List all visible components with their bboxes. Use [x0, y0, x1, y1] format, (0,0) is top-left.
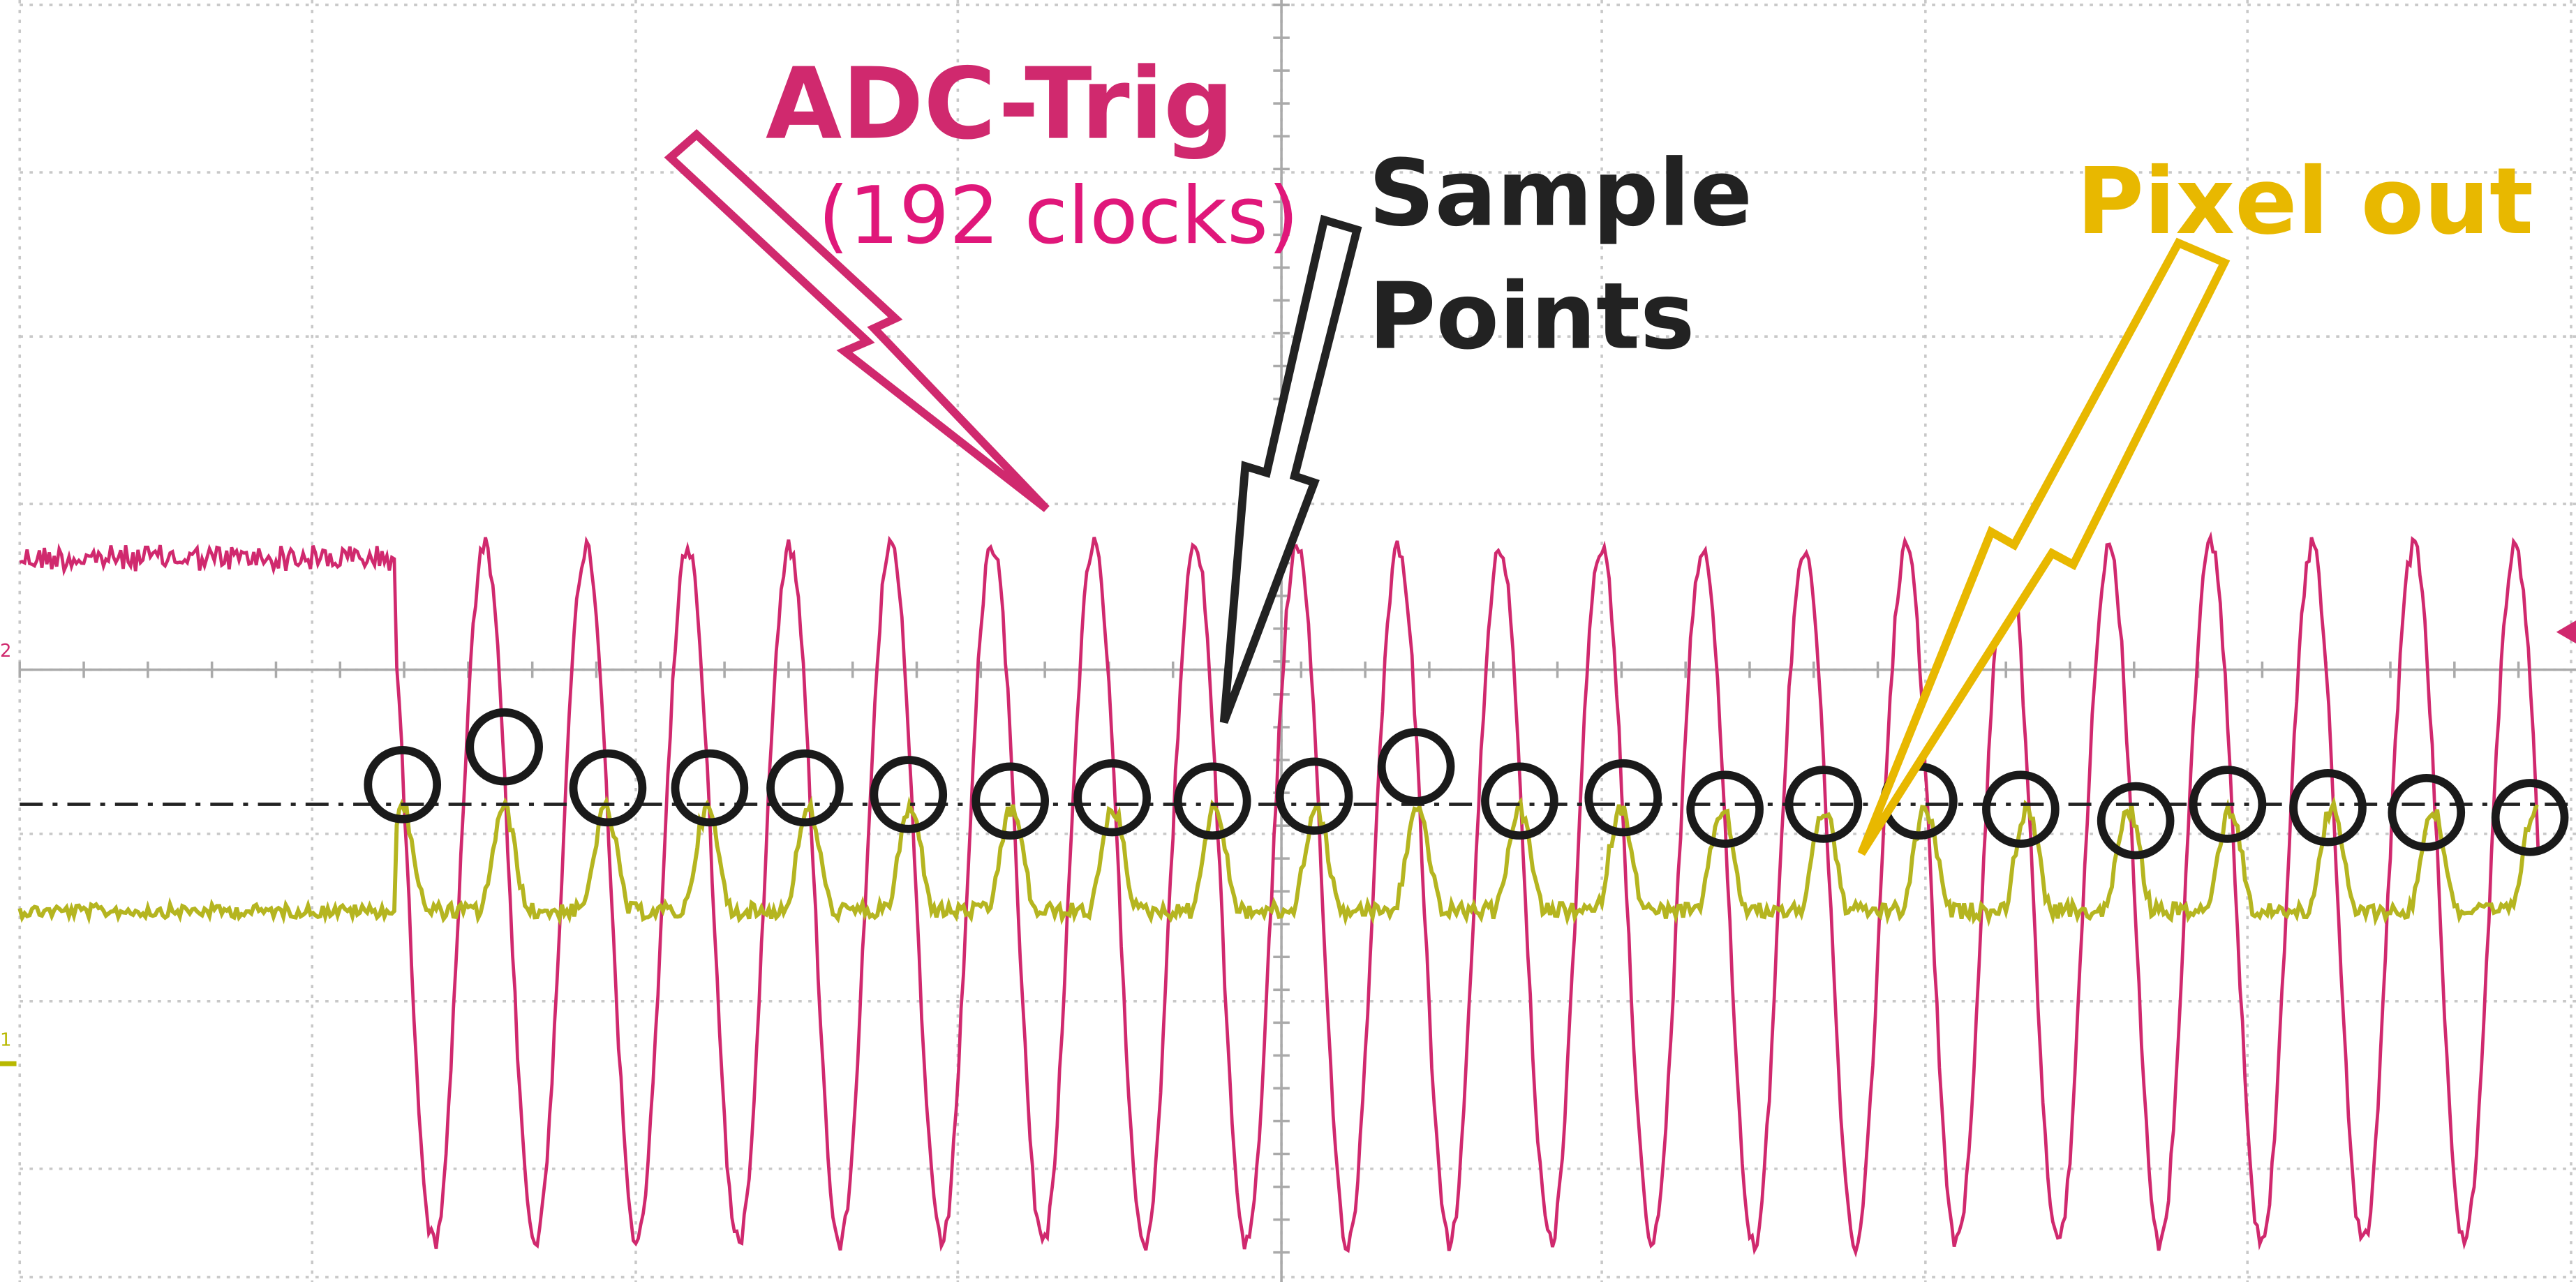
sample-circle	[1073, 759, 1151, 837]
sample-circle	[364, 746, 442, 823]
sample-circle	[971, 762, 1049, 840]
pixel-out-arrow	[1857, 237, 2231, 856]
sample-circle	[569, 749, 647, 827]
sample-label: Sample	[1369, 140, 1752, 247]
channel-1-marker: 1	[0, 1029, 11, 1050]
adc-trig-arrow	[664, 128, 1050, 512]
sample-circle	[2097, 782, 2175, 860]
sample-circle	[766, 749, 844, 827]
clocks-label: (192 clocks)	[818, 170, 1299, 262]
sample-circle	[1584, 759, 1662, 837]
sample-circle	[2289, 768, 2367, 847]
sample-circle	[2491, 779, 2569, 856]
waveforms	[17, 531, 2540, 1258]
adc-trig-label: ADC-Trig	[766, 47, 1234, 162]
sample-circle	[671, 749, 749, 827]
sample-circle	[1686, 770, 1764, 848]
sample-circle	[870, 756, 948, 833]
trigger-marker	[2556, 620, 2576, 644]
sample-circle	[2388, 774, 2466, 851]
sample-circle	[1481, 762, 1558, 840]
sample-points-arrow	[1219, 214, 1362, 724]
sample-circle	[1785, 766, 1863, 843]
sample-circle	[1275, 757, 1353, 835]
points-label: Points	[1369, 264, 1695, 371]
sample-circle	[1173, 762, 1251, 840]
channel-2-marker: 2	[0, 641, 11, 662]
sample-circle	[1377, 728, 1455, 805]
sample-circle	[1982, 770, 2060, 848]
pixel-out-trace	[17, 795, 2539, 927]
sample-circle	[2189, 766, 2267, 843]
sample-point-circles	[364, 708, 2569, 860]
adc-trig-trace	[19, 531, 2540, 1258]
pixel-out-label: Pixel out	[2076, 149, 2533, 255]
sample-circle	[466, 708, 543, 786]
